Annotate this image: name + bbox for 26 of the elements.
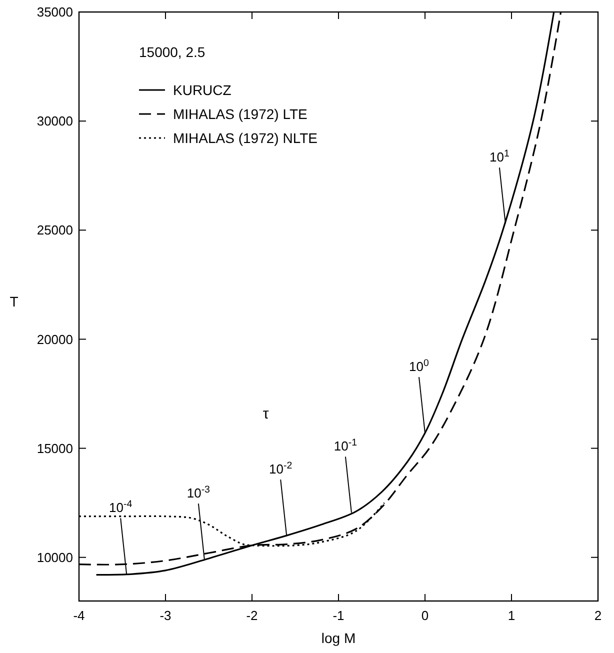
annotation: 10$^{-2}$: [269, 460, 292, 477]
legend-label: MIHALAS (1972) NLTE: [173, 130, 318, 146]
annotation: 10$^{-4}$: [109, 498, 133, 516]
y-axis-title: T: [10, 294, 19, 310]
x-tick-label: 2: [594, 608, 602, 623]
y-tick-label: 15000: [36, 440, 73, 456]
annotation: τ: [262, 405, 269, 422]
x-tick-label: -4: [73, 608, 85, 623]
y-tick-label: 20000: [36, 332, 73, 347]
x-tick-label: -3: [160, 608, 172, 623]
annotation: 10$^{0}$: [409, 358, 430, 374]
y-tick-label: 25000: [36, 222, 73, 238]
legend-label: KURUCZ: [173, 82, 232, 98]
annotation: 10$^{-1}$: [334, 437, 358, 454]
annotation: 10$^{-3}$: [186, 484, 210, 501]
x-tick-label: 1: [508, 608, 516, 623]
y-tick-label: 10000: [36, 550, 73, 565]
legend-title: 15000, 2.5: [139, 44, 206, 60]
x-axis-title: log M: [321, 630, 356, 646]
x-tick-label: 0: [421, 608, 429, 623]
y-tick-label: 35000: [36, 4, 73, 20]
y-tick-label: 30000: [36, 114, 73, 129]
x-tick-label: -1: [332, 608, 344, 623]
legend-label: MIHALAS (1972) LTE: [173, 106, 308, 122]
annotation: 10$^{1}$: [489, 148, 510, 165]
x-tick-label: -2: [246, 608, 258, 623]
